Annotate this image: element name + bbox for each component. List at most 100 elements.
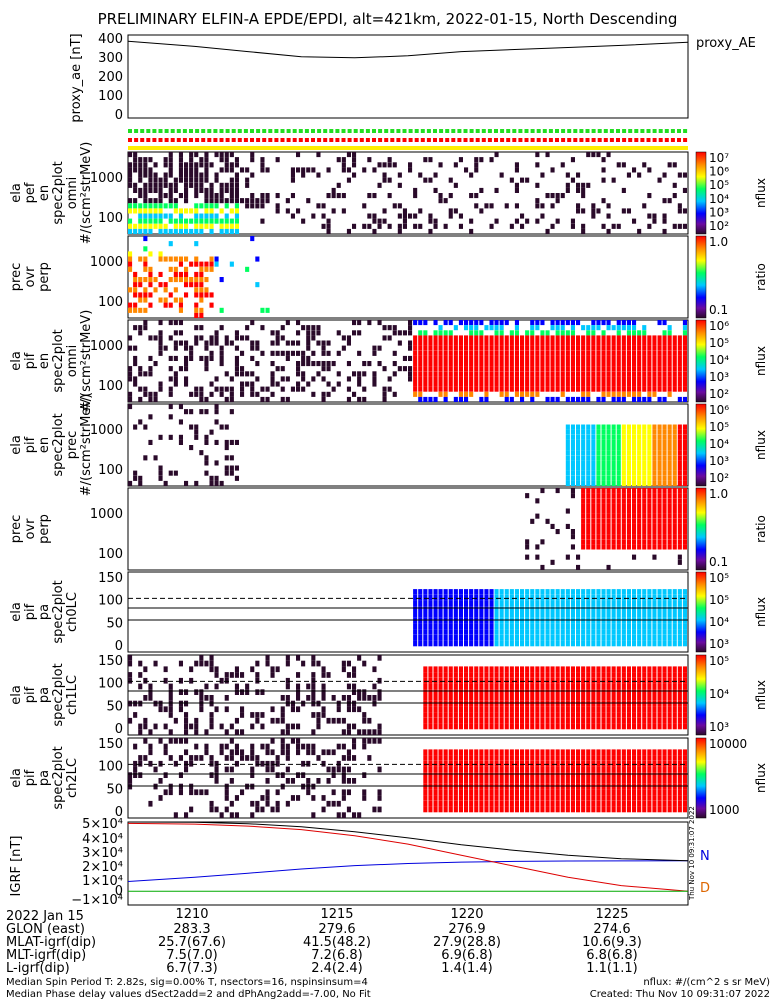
- heatmap-cell: [540, 677, 545, 684]
- heatmap-cell: [525, 712, 530, 718]
- heatmap-cell: [616, 712, 621, 718]
- heatmap-cell: [530, 749, 535, 756]
- heatmap-cell: [601, 445, 606, 451]
- heatmap-cell: [591, 766, 596, 773]
- heatmap-cell: [642, 529, 647, 535]
- heatmap-cell: [143, 391, 148, 397]
- heatmap-cell: [632, 544, 637, 550]
- heatmap-cell: [586, 439, 591, 445]
- heatmap-cell: [433, 594, 438, 601]
- heatmap-cell: [484, 355, 489, 361]
- heatmap-cell: [199, 700, 204, 707]
- heatmap-cell: [652, 218, 657, 224]
- heatmap-cell: [128, 167, 133, 173]
- heatmap-cell: [484, 606, 489, 612]
- heatmap-cell: [163, 182, 168, 188]
- heatmap-cell: [184, 162, 189, 168]
- heatmap-cell: [306, 778, 311, 784]
- heatmap-cell: [234, 729, 239, 735]
- heatmap-cell: [168, 755, 173, 761]
- heatmap-cell: [184, 345, 189, 351]
- heatmap-cell: [438, 355, 443, 361]
- heatmap-cell: [474, 157, 479, 163]
- heatmap-cell: [530, 766, 535, 773]
- heatmap-cell: [570, 534, 575, 540]
- heatmap-cell: [464, 712, 469, 718]
- heatmap-cell: [189, 666, 194, 673]
- heatmap-cell: [642, 689, 647, 695]
- heatmap-cell: [464, 617, 469, 624]
- heatmap-cell: [387, 223, 392, 229]
- heatmap-cell: [667, 470, 672, 476]
- heatmap-cell: [138, 325, 143, 331]
- heatmap-cell: [682, 429, 687, 435]
- heatmap-cell: [637, 371, 642, 377]
- heatmap-cell: [682, 712, 687, 718]
- heatmap-cell: [184, 766, 189, 773]
- heatmap-cell: [428, 755, 433, 761]
- heatmap-cell: [632, 749, 637, 756]
- heatmap-cell: [662, 523, 667, 529]
- heatmap-cell: [682, 689, 687, 695]
- heatmap-cell: [616, 429, 621, 435]
- heatmap-cell: [682, 498, 687, 504]
- heatmap-cell: [611, 629, 616, 635]
- heatmap-cell: [540, 381, 545, 387]
- heatmap-cell: [581, 193, 586, 199]
- heatmap-cell: [453, 760, 458, 767]
- heatmap-cell: [576, 783, 581, 790]
- heatmap-cell: [413, 634, 418, 641]
- heatmap-cell: [611, 800, 616, 807]
- heatmap-cell: [362, 717, 367, 724]
- heatmap-cell: [494, 778, 499, 784]
- status-green-mark: [573, 129, 578, 133]
- heatmap-cell: [143, 320, 148, 326]
- heatmap-cell: [626, 488, 631, 494]
- footer-phase-delay: Median Phase delay values dSect2add=2 an…: [6, 989, 371, 1000]
- heatmap-cell: [586, 723, 591, 730]
- heatmap-cell: [499, 606, 504, 612]
- heatmap-cell: [632, 376, 637, 382]
- heatmap-cell: [234, 371, 239, 377]
- heatmap-cell: [484, 672, 489, 678]
- heatmap-cell: [525, 330, 530, 336]
- heatmap-cell: [682, 325, 687, 331]
- heatmap-cell: [265, 167, 270, 173]
- heatmap-cell: [458, 391, 463, 397]
- heatmap-cell: [647, 623, 652, 630]
- heatmap-cell: [499, 712, 504, 718]
- heatmap-cell: [657, 800, 662, 807]
- heatmap-cell: [346, 396, 351, 402]
- heatmap-cell: [565, 523, 570, 529]
- heatmap-cell: [433, 640, 438, 647]
- heatmap-cell: [433, 355, 438, 361]
- heatmap-cell: [173, 355, 178, 361]
- heatmap-cell: [448, 634, 453, 641]
- heatmap-cell: [153, 361, 158, 367]
- heatmap-cell: [489, 366, 494, 372]
- heatmap-cell: [621, 508, 626, 514]
- heatmap-cell: [438, 617, 443, 624]
- heatmap-cell: [199, 386, 204, 392]
- heatmap-cell: [464, 795, 469, 801]
- heatmap-cell: [570, 606, 575, 612]
- heatmap-cell: [565, 589, 570, 595]
- heatmap-cell: [560, 371, 565, 377]
- heatmap-cell: [601, 700, 606, 707]
- heatmap-cell: [530, 666, 535, 673]
- heatmap-cell: [143, 172, 148, 178]
- row-value: 279.6: [318, 922, 355, 937]
- heatmap-cell: [484, 760, 489, 767]
- status-green-mark: [628, 129, 633, 133]
- heatmap-cell: [611, 488, 616, 494]
- heatmap-cell: [637, 480, 642, 486]
- heatmap-cell: [423, 320, 428, 326]
- heatmap-cell: [128, 256, 133, 262]
- heatmap-cell: [626, 617, 631, 624]
- heatmap-cell: [586, 749, 591, 756]
- heatmap-cell: [596, 683, 601, 690]
- heatmap-cell: [326, 391, 331, 397]
- heatmap-cell: [560, 350, 565, 356]
- heatmap-cell: [489, 340, 494, 346]
- heatmap-cell: [555, 361, 560, 367]
